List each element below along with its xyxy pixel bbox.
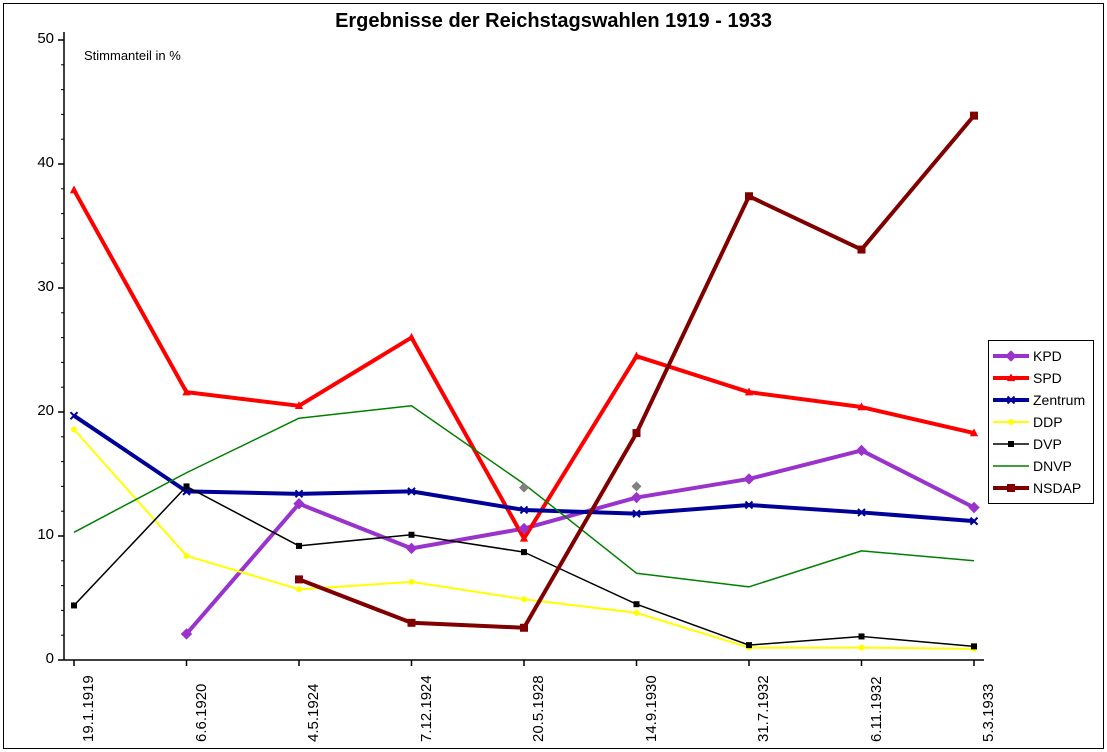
legend-label: KPD <box>1029 348 1062 364</box>
series-line-zentrum <box>74 416 974 521</box>
x-tick-label: 19.1.1919 <box>80 675 97 742</box>
legend-item-nsdap: NSDAP <box>993 477 1085 499</box>
x-tick-label: 31.7.1932 <box>755 675 772 742</box>
legend-swatch <box>993 458 1029 474</box>
y-tick-label: 0 <box>24 650 54 667</box>
legend-label: Zentrum <box>1029 392 1085 408</box>
legend-swatch <box>993 480 1029 496</box>
x-tick-label: 6.11.1932 <box>868 676 885 742</box>
x-tick-label: 20.5.1928 <box>530 675 547 742</box>
y-tick-label: 10 <box>24 526 54 543</box>
legend-label: DNVP <box>1029 458 1072 474</box>
series-line-nsdap <box>299 116 974 628</box>
legend-item-spd: SPD <box>993 367 1085 389</box>
legend-label: DDP <box>1029 414 1063 430</box>
y-tick-label: 40 <box>24 154 54 171</box>
legend-swatch <box>993 436 1029 452</box>
legend-label: NSDAP <box>1029 480 1081 496</box>
chart-legend: KPD SPD Zentrum DDP DVP DNVP NSDAP <box>988 340 1094 504</box>
legend-item-ddp: DDP <box>993 411 1085 433</box>
x-tick-label: 14.9.1930 <box>643 675 660 742</box>
legend-label: SPD <box>1029 370 1062 386</box>
line-chart-plot <box>64 40 984 660</box>
x-tick-label: 4.5.1924 <box>305 684 322 742</box>
legend-item-dvp: DVP <box>993 433 1085 455</box>
legend-swatch <box>993 348 1029 364</box>
y-tick-label: 50 <box>24 30 54 47</box>
x-tick-label: 5.3.1933 <box>980 684 997 742</box>
chart-title: Ergebnisse der Reichstagswahlen 1919 - 1… <box>4 10 1103 33</box>
legend-item-kpd: KPD <box>993 345 1085 367</box>
series-line-dnvp <box>74 406 974 587</box>
legend-item-dnvp: DNVP <box>993 455 1085 477</box>
legend-swatch <box>993 392 1029 408</box>
y-tick-label: 20 <box>24 402 54 419</box>
legend-label: DVP <box>1029 436 1062 452</box>
legend-item-zentrum: Zentrum <box>993 389 1085 411</box>
x-tick-label: 6.6.1920 <box>193 684 210 742</box>
x-tick-label: 7.12.1924 <box>418 675 435 742</box>
y-tick-label: 30 <box>24 278 54 295</box>
legend-swatch <box>993 414 1029 430</box>
chart-container: Ergebnisse der Reichstagswahlen 1919 - 1… <box>3 3 1104 749</box>
legend-swatch <box>993 370 1029 386</box>
